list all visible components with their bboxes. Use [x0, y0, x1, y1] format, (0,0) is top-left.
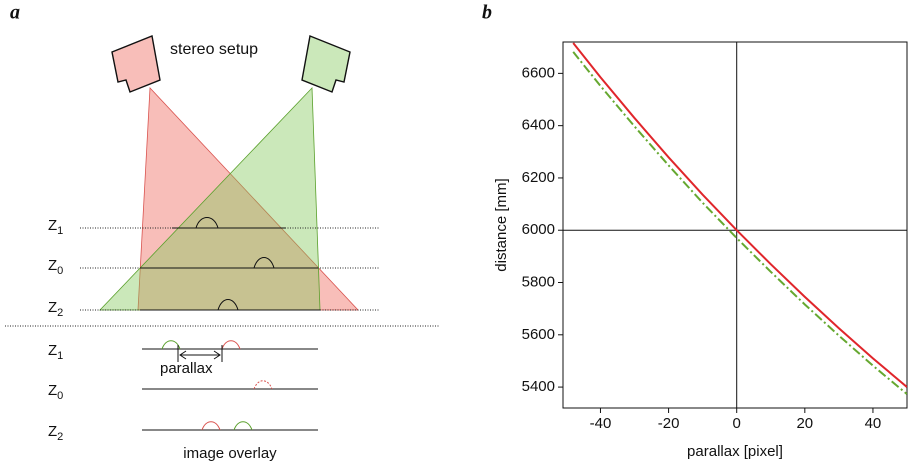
y-tick-label: 5600 — [522, 326, 555, 343]
panel-label: a — [10, 2, 20, 24]
x-axis-label: parallax [pixel] — [687, 443, 783, 460]
depth-objects — [140, 217, 320, 311]
x-tick-label: 20 — [796, 415, 813, 432]
y-tick-label: 6000 — [522, 221, 555, 238]
plane-letter: Z — [48, 342, 57, 359]
right-view-cone — [99, 87, 321, 311]
plane-subscript: 1 — [57, 350, 63, 362]
y-tick-label: 5400 — [522, 378, 555, 395]
plane-letter: Z — [48, 423, 57, 440]
plane-subscript: 0 — [57, 265, 63, 277]
plot-frame — [562, 41, 908, 409]
y-tick-label: 5800 — [522, 273, 555, 290]
parallax-label: parallax — [160, 360, 213, 377]
plane-label: Z1 — [48, 217, 63, 237]
plane-label: Z0 — [48, 257, 63, 277]
plane-letter: Z — [48, 217, 57, 234]
overlay-label: image overlay — [183, 445, 277, 462]
x-tick-label: 40 — [865, 415, 882, 432]
y-tick-label: 6400 — [522, 117, 555, 134]
plane-label: Z0 — [48, 382, 63, 402]
panel-label: b — [482, 2, 492, 24]
x-tick-label: -40 — [590, 415, 612, 432]
plane-subscript: 1 — [57, 225, 63, 237]
plane-label: Z2 — [48, 423, 63, 443]
y-tick-label: 6200 — [522, 169, 555, 186]
plane-letter: Z — [48, 299, 57, 316]
plane-letter: Z — [48, 257, 57, 274]
series-line — [572, 42, 907, 388]
y-tick-label: 6600 — [522, 64, 555, 81]
x-tick-label: 0 — [733, 415, 741, 432]
plane-subscript: 2 — [57, 307, 63, 319]
overlay-rows — [142, 340, 318, 431]
plane-letter: Z — [48, 382, 57, 399]
left-camera — [111, 35, 161, 93]
stereo-diagram: stereo setup parallax image overlay — [5, 35, 440, 462]
plane-subscript: 0 — [57, 390, 63, 402]
plane-subscript: 2 — [57, 431, 63, 443]
right-camera — [301, 35, 351, 93]
y-axis-label: distance [mm] — [493, 178, 510, 271]
x-tick-label: -20 — [658, 415, 680, 432]
series-line — [572, 51, 907, 395]
plane-label: Z2 — [48, 299, 63, 319]
setup-label: stereo setup — [170, 41, 258, 58]
plane-label: Z1 — [48, 342, 63, 362]
